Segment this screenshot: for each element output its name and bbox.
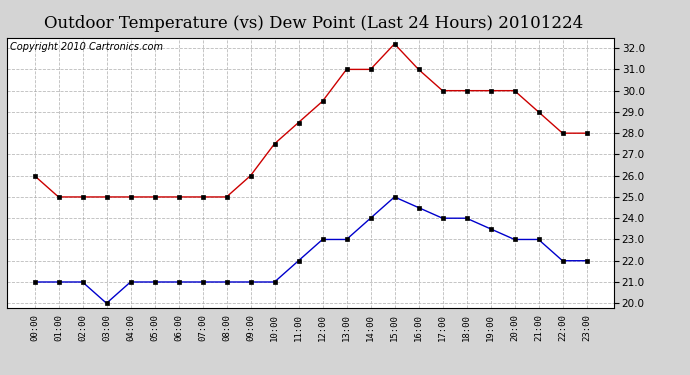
Text: Copyright 2010 Cartronics.com: Copyright 2010 Cartronics.com	[10, 42, 163, 51]
Text: Outdoor Temperature (vs) Dew Point (Last 24 Hours) 20101224: Outdoor Temperature (vs) Dew Point (Last…	[44, 15, 584, 32]
